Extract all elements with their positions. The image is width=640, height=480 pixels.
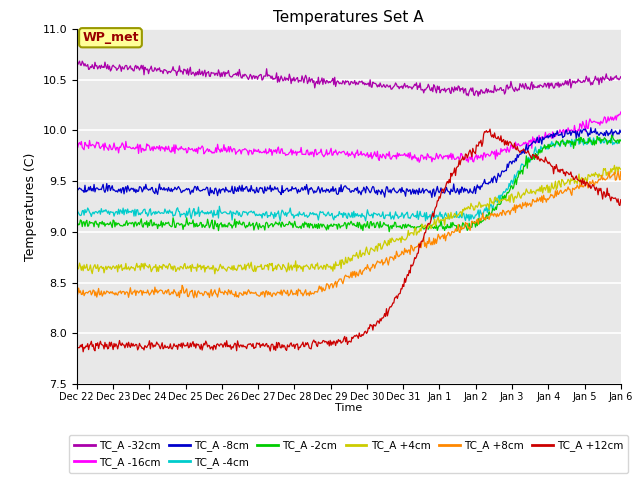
TC_A -8cm <box>428 194 436 200</box>
TC_A -16cm <box>483 151 491 157</box>
TC_A -16cm <box>617 109 625 115</box>
TC_A -8cm <box>617 130 625 135</box>
TC_A -32cm <box>73 60 81 66</box>
Line: TC_A -32cm: TC_A -32cm <box>77 61 621 96</box>
TC_A -16cm <box>73 141 81 147</box>
TC_A -4cm <box>362 218 369 224</box>
TC_A -8cm <box>73 186 81 192</box>
TC_A -8cm <box>587 125 595 131</box>
TC_A -8cm <box>394 190 401 195</box>
TC_A -8cm <box>319 189 327 195</box>
TC_A -32cm <box>320 76 328 82</box>
TC_A +4cm <box>73 269 81 275</box>
TC_A +8cm <box>437 234 445 240</box>
TC_A +4cm <box>437 217 445 223</box>
Text: WP_met: WP_met <box>82 31 139 44</box>
TC_A -32cm <box>474 93 482 99</box>
TC_A +12cm <box>73 342 81 348</box>
TC_A -2cm <box>483 216 491 221</box>
TC_A -32cm <box>394 84 402 89</box>
TC_A -32cm <box>76 58 83 64</box>
TC_A +4cm <box>611 162 618 168</box>
TC_A -32cm <box>214 72 221 78</box>
TC_A -2cm <box>169 215 177 221</box>
TC_A +8cm <box>394 254 402 260</box>
TC_A -2cm <box>608 132 616 138</box>
TC_A +12cm <box>320 337 328 343</box>
TC_A +12cm <box>79 349 87 355</box>
Line: TC_A -8cm: TC_A -8cm <box>77 128 621 197</box>
TC_A +12cm <box>170 341 178 347</box>
TC_A +12cm <box>437 191 445 196</box>
TC_A -16cm <box>319 153 327 158</box>
TC_A -4cm <box>319 209 327 215</box>
TC_A +4cm <box>169 267 177 273</box>
TC_A +12cm <box>214 341 221 347</box>
TC_A +4cm <box>617 167 625 172</box>
Y-axis label: Temperatures (C): Temperatures (C) <box>24 152 37 261</box>
Line: TC_A +8cm: TC_A +8cm <box>77 171 621 298</box>
TC_A -2cm <box>213 224 221 229</box>
TC_A -8cm <box>437 185 445 191</box>
TC_A -4cm <box>617 137 625 143</box>
TC_A +4cm <box>211 271 219 276</box>
TC_A -8cm <box>169 187 177 192</box>
Line: TC_A +12cm: TC_A +12cm <box>77 129 621 352</box>
TC_A -4cm <box>169 213 177 219</box>
TC_A -16cm <box>394 150 401 156</box>
TC_A +12cm <box>486 126 494 132</box>
TC_A -2cm <box>385 229 393 235</box>
Line: TC_A -4cm: TC_A -4cm <box>77 137 621 221</box>
TC_A -16cm <box>415 159 423 165</box>
TC_A -32cm <box>170 68 178 73</box>
TC_A +12cm <box>483 130 491 135</box>
TC_A -8cm <box>483 180 491 186</box>
Legend: TC_A -32cm, TC_A -16cm, TC_A -8cm, TC_A -4cm, TC_A -2cm, TC_A +4cm, TC_A +8cm, T: TC_A -32cm, TC_A -16cm, TC_A -8cm, TC_A … <box>69 435 628 473</box>
TC_A +8cm <box>483 214 491 219</box>
Line: TC_A +4cm: TC_A +4cm <box>77 165 621 274</box>
TC_A -32cm <box>617 74 625 80</box>
TC_A -8cm <box>213 188 221 194</box>
TC_A -4cm <box>483 209 491 215</box>
TC_A -2cm <box>617 138 625 144</box>
TC_A +8cm <box>169 291 177 297</box>
TC_A +8cm <box>190 295 198 300</box>
TC_A +4cm <box>214 268 221 274</box>
Title: Temperatures Set A: Temperatures Set A <box>273 10 424 25</box>
TC_A -2cm <box>394 223 402 229</box>
TC_A +8cm <box>320 288 328 293</box>
X-axis label: Time: Time <box>335 403 362 413</box>
TC_A +8cm <box>214 294 221 300</box>
TC_A +12cm <box>617 197 625 203</box>
TC_A +4cm <box>320 263 328 268</box>
TC_A +8cm <box>73 292 81 298</box>
Line: TC_A -2cm: TC_A -2cm <box>77 135 621 232</box>
TC_A -16cm <box>437 153 445 158</box>
TC_A +12cm <box>394 292 402 298</box>
Line: TC_A -16cm: TC_A -16cm <box>77 112 621 162</box>
TC_A -16cm <box>169 149 177 155</box>
TC_A -2cm <box>319 221 327 227</box>
TC_A -2cm <box>73 222 81 228</box>
TC_A -32cm <box>437 88 445 94</box>
TC_A -16cm <box>213 149 221 155</box>
TC_A -4cm <box>394 216 402 221</box>
TC_A -4cm <box>586 134 594 140</box>
TC_A +4cm <box>483 201 491 206</box>
TC_A -2cm <box>437 217 445 223</box>
TC_A -4cm <box>73 204 81 210</box>
TC_A -32cm <box>484 86 492 92</box>
TC_A +8cm <box>617 169 625 175</box>
TC_A -4cm <box>437 214 445 219</box>
TC_A +8cm <box>614 168 622 174</box>
TC_A +4cm <box>394 237 402 243</box>
TC_A -4cm <box>213 212 221 217</box>
